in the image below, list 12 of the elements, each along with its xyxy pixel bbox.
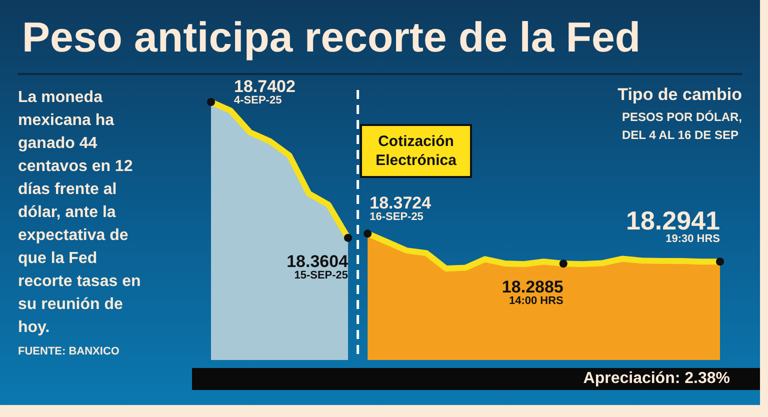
chart-title: Peso anticipa recorte de la Fed [22, 14, 641, 60]
data-label: 18.3724 16-SEP-25 [370, 194, 432, 224]
data-label: 18.2885 14:00 HRS [502, 278, 564, 308]
annotation: Cotización Electrónica [376, 133, 458, 169]
source-note: FUENTE: BANXICO [18, 346, 120, 358]
data-label: 18.3604 15-SEP-25 [286, 252, 349, 282]
data-label: 18.2941 19:30 HRS [626, 206, 720, 246]
text: La moneda mexicana ha ganado 44 centavos en 12 días frente al dólar, ante la expectativa de que la Fed recorte tasas en su reunión de hoy. [18, 89, 141, 336]
text-banner: Apreciación: 2.38% [192, 368, 760, 390]
chart-subtitle: Tipo de cambio [618, 85, 742, 104]
annotation: PESOS POR DÓLAR, DEL 4 AL 16 DE SEP [622, 110, 742, 142]
data-label: 18.7402 4-SEP-25 [234, 77, 296, 106]
